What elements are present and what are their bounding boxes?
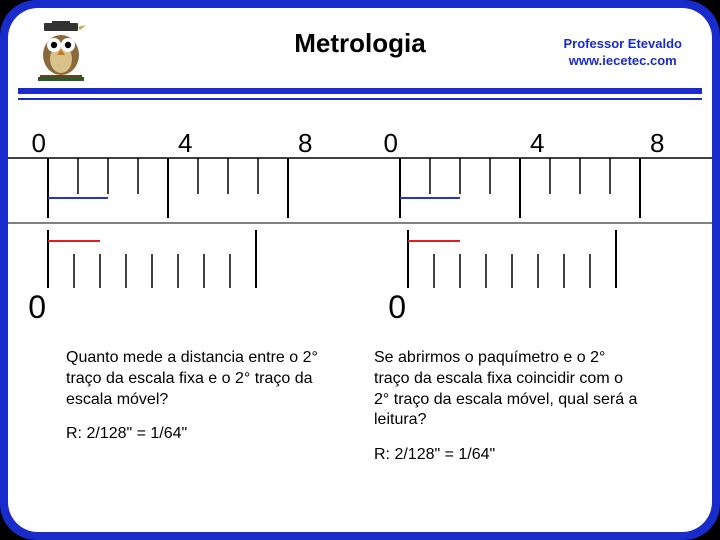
left-text-column: Quanto mede a distancia entre o 2° traço… bbox=[66, 348, 334, 466]
svg-text:4: 4 bbox=[178, 128, 192, 158]
left-answer: R: 2/128" = 1/64" bbox=[66, 424, 334, 445]
text-row: Quanto mede a distancia entre o 2° traço… bbox=[8, 348, 712, 466]
header: Metrologia Professor Etevaldo www.iecete… bbox=[8, 8, 712, 100]
professor-name: Professor Etevaldo bbox=[564, 36, 683, 51]
scales-row: 0 4 8 0 0 4 8 0 bbox=[8, 128, 712, 328]
outer-frame: Metrologia Professor Etevaldo www.iecete… bbox=[0, 0, 720, 540]
header-underline-thick bbox=[18, 88, 702, 94]
svg-text:8: 8 bbox=[298, 128, 312, 158]
scale-left: 0 4 8 0 bbox=[8, 128, 360, 328]
right-answer: R: 2/128" = 1/64" bbox=[374, 445, 642, 466]
svg-text:4: 4 bbox=[530, 128, 544, 158]
professor-url: www.iecetec.com bbox=[569, 53, 677, 68]
svg-text:0: 0 bbox=[384, 128, 398, 158]
professor-credit: Professor Etevaldo www.iecetec.com bbox=[564, 36, 683, 70]
svg-text:0: 0 bbox=[32, 128, 46, 158]
main-panel: Metrologia Professor Etevaldo www.iecete… bbox=[8, 8, 712, 532]
svg-text:0: 0 bbox=[388, 289, 406, 325]
svg-text:8: 8 bbox=[650, 128, 664, 158]
svg-text:0: 0 bbox=[28, 289, 46, 325]
left-question: Quanto mede a distancia entre o 2° traço… bbox=[66, 348, 334, 410]
scale-right: 0 4 8 0 bbox=[360, 128, 712, 328]
header-underline-thin bbox=[18, 98, 702, 100]
right-question: Se abrirmos o paquímetro e o 2° traço da… bbox=[374, 348, 642, 431]
right-text-column: Se abrirmos o paquímetro e o 2° traço da… bbox=[374, 348, 642, 466]
